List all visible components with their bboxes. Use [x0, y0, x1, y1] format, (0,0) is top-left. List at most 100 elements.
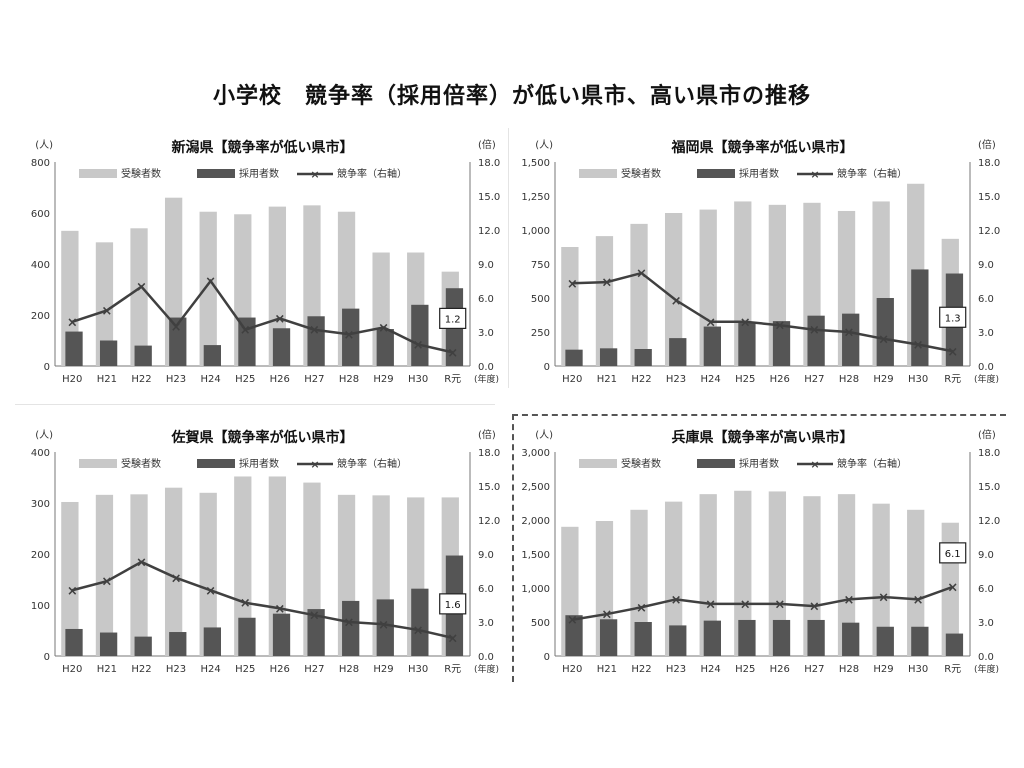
y2-tick-label: 9.0 [478, 550, 494, 561]
y2-tick-label: 18.0 [978, 448, 1000, 459]
y2-tick-label: 3.0 [978, 328, 994, 339]
y-tick-label: 1,250 [521, 192, 550, 203]
legend-swatch-hires [197, 459, 235, 468]
bar-hires [169, 632, 187, 656]
y2-tick-label: 12.0 [978, 226, 1000, 237]
ratio-marker: × [809, 600, 820, 615]
bar-applicants [630, 509, 648, 656]
x-tick-label: H20 [562, 374, 582, 385]
panel-divider-vertical [508, 128, 509, 388]
bar-applicants [268, 206, 287, 366]
bar-applicants [61, 501, 79, 656]
bar-hires [945, 633, 964, 656]
chart-panel-hyogo: 兵庫県【競争率が高い県市】 (人) (倍) 受験者数 採用者数 × 競争率（右軸） 0 500 1… [515, 418, 1000, 683]
chart-svg: 兵庫県【競争率が高い県市】 (人) (倍) 受験者数 採用者数 × 競争率（右軸） 0 500 1… [521, 428, 1000, 675]
x-tick-label: H25 [735, 374, 755, 385]
ratio-marker: × [413, 338, 424, 353]
legend-marker-ratio: × [810, 458, 819, 471]
ratio-marker: × [171, 320, 182, 335]
y2-tick-label: 9.0 [978, 550, 994, 561]
x-tick-label: R元 [944, 374, 961, 385]
y-tick-label: 0 [544, 362, 550, 373]
callout-label: 1.6 [445, 600, 461, 611]
bar-hires [807, 619, 825, 656]
y-tick-label: 200 [31, 311, 50, 322]
bar-applicants [268, 476, 287, 656]
ratio-marker: × [136, 280, 147, 295]
y-tick-label: 2,000 [521, 516, 550, 527]
ratio-marker: × [378, 618, 389, 633]
x-tick-label: H24 [201, 374, 221, 385]
x-tick-label: H23 [166, 664, 186, 675]
bar-applicants [130, 228, 148, 366]
x-tick-label: H30 [908, 664, 928, 675]
legend-swatch-applicants [79, 459, 117, 468]
y-tick-label: 0 [544, 652, 550, 663]
ratio-marker: × [274, 602, 285, 617]
y2-tick-label: 15.0 [478, 482, 500, 493]
x-tick-label: R元 [444, 664, 461, 675]
x-axis-unit: (年度) [474, 373, 499, 385]
bar-hires [876, 626, 894, 656]
ratio-marker: × [671, 593, 682, 608]
y2-tick-label: 0.0 [978, 652, 994, 663]
ratio-marker: × [774, 319, 785, 334]
chart-panel-niigata: 新潟県【競争率が低い県市】 (人) (倍) 受験者数 採用者数 × 競争率（右軸） 0 200 4… [15, 128, 500, 393]
right-axis-unit: (倍) [978, 138, 996, 151]
ratio-marker: × [205, 275, 216, 290]
y-tick-label: 100 [31, 601, 50, 612]
legend-label-ratio: 競争率（右軸） [337, 457, 407, 470]
x-tick-label: H23 [666, 664, 686, 675]
legend-swatch-applicants [579, 459, 617, 468]
x-tick-label: H21 [597, 664, 617, 675]
ratio-marker: × [309, 323, 320, 338]
bar-applicants [130, 494, 148, 656]
bar-hires [411, 304, 429, 366]
x-tick-label: H26 [770, 664, 790, 675]
x-tick-label: H28 [839, 374, 859, 385]
bar-hires [134, 636, 152, 656]
x-tick-label: H29 [873, 664, 893, 675]
x-tick-label: H24 [201, 664, 221, 675]
y2-tick-label: 15.0 [478, 192, 500, 203]
y2-tick-label: 18.0 [478, 158, 500, 169]
ratio-marker: × [447, 346, 458, 361]
bar-hires [376, 329, 394, 366]
y2-tick-label: 6.0 [978, 294, 994, 305]
bar-hires [411, 588, 429, 656]
ratio-marker: × [67, 584, 78, 599]
y-tick-label: 300 [31, 499, 50, 510]
x-tick-label: H29 [873, 374, 893, 385]
y2-tick-label: 12.0 [478, 516, 500, 527]
bar-hires [65, 331, 83, 366]
bar-hires [669, 625, 687, 656]
bar-hires [876, 298, 894, 366]
bar-hires [599, 619, 618, 656]
x-tick-label: H22 [631, 374, 651, 385]
ratio-marker: × [171, 571, 182, 586]
legend-label-ratio: 競争率（右軸） [837, 167, 907, 180]
y-tick-label: 1,000 [521, 226, 550, 237]
bar-hires [307, 609, 325, 656]
bar-applicants [699, 494, 717, 656]
bar-applicants [907, 509, 925, 656]
bar-hires [599, 348, 618, 366]
x-tick-label: H26 [270, 664, 290, 675]
bar-hires [342, 308, 360, 366]
bar-hires [65, 628, 83, 656]
bar-applicants [234, 476, 252, 656]
x-tick-label: H20 [562, 664, 582, 675]
y2-tick-label: 9.0 [978, 260, 994, 271]
bar-hires [842, 622, 860, 656]
legend-swatch-hires [197, 169, 235, 178]
highlight-dashed-border [512, 414, 1006, 682]
bar-applicants [664, 213, 683, 366]
ratio-marker: × [878, 591, 889, 606]
legend-label-applicants: 受験者数 [621, 167, 661, 180]
x-axis-unit: (年度) [474, 663, 499, 675]
y2-tick-label: 3.0 [478, 618, 494, 629]
x-axis-unit: (年度) [974, 663, 999, 675]
ratio-marker: × [205, 584, 216, 599]
left-axis-unit: (人) [35, 429, 53, 441]
ratio-marker: × [809, 323, 820, 338]
